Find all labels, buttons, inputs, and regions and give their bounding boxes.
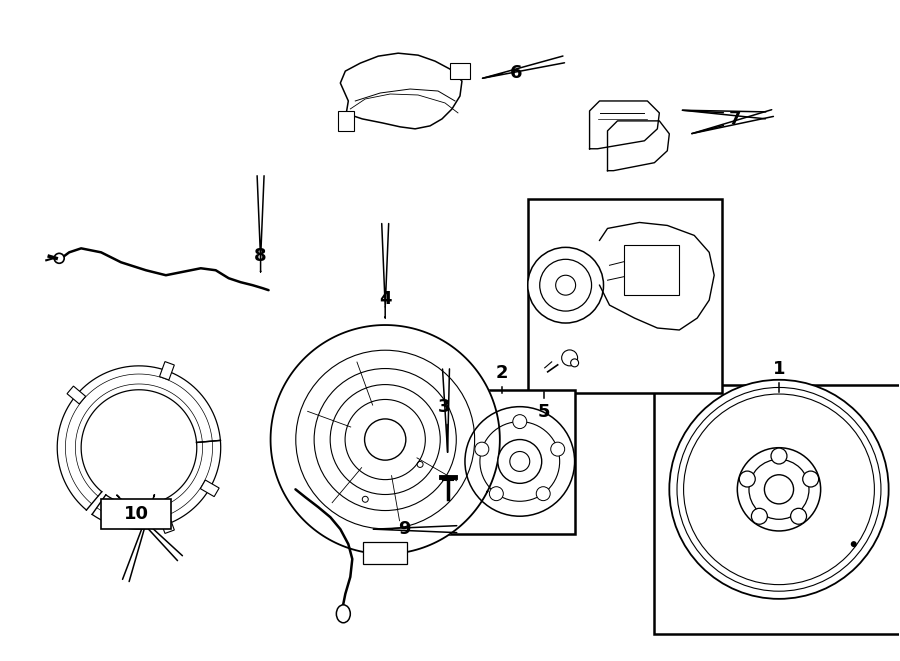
Circle shape <box>737 447 821 531</box>
Circle shape <box>551 442 564 456</box>
Circle shape <box>764 475 794 504</box>
Circle shape <box>790 508 806 524</box>
Bar <box>430 390 574 534</box>
Circle shape <box>771 448 787 464</box>
Text: 3: 3 <box>437 398 450 416</box>
Circle shape <box>527 247 604 323</box>
Circle shape <box>739 471 755 487</box>
Circle shape <box>749 459 809 520</box>
Bar <box>450 63 470 79</box>
Circle shape <box>571 359 579 367</box>
Polygon shape <box>608 121 670 171</box>
Polygon shape <box>271 325 500 554</box>
Circle shape <box>509 451 530 471</box>
Bar <box>364 542 407 564</box>
Bar <box>201 480 220 496</box>
Bar <box>159 515 175 533</box>
Circle shape <box>490 486 503 500</box>
Circle shape <box>465 407 574 516</box>
Circle shape <box>752 508 768 524</box>
Circle shape <box>555 275 576 295</box>
Text: 5: 5 <box>537 403 550 420</box>
Polygon shape <box>340 53 462 129</box>
Text: 10: 10 <box>123 505 148 524</box>
Circle shape <box>670 380 888 599</box>
Circle shape <box>498 440 542 483</box>
Circle shape <box>850 541 857 547</box>
Bar <box>159 362 175 380</box>
Text: 2: 2 <box>496 364 508 382</box>
Text: 4: 4 <box>379 290 392 308</box>
Ellipse shape <box>337 605 350 623</box>
Text: 1: 1 <box>773 360 785 378</box>
Circle shape <box>54 253 64 263</box>
Bar <box>527 198 722 393</box>
Circle shape <box>475 442 489 456</box>
Text: 6: 6 <box>509 64 522 82</box>
Bar <box>338 111 355 131</box>
Circle shape <box>513 414 526 428</box>
Text: 8: 8 <box>255 247 267 265</box>
Text: 9: 9 <box>398 520 410 538</box>
Circle shape <box>364 419 406 460</box>
Polygon shape <box>590 101 660 149</box>
Circle shape <box>562 350 578 366</box>
Bar <box>625 245 680 295</box>
Bar <box>67 386 86 404</box>
Circle shape <box>803 471 819 487</box>
Polygon shape <box>599 223 715 330</box>
Circle shape <box>536 486 550 500</box>
Circle shape <box>540 259 591 311</box>
Text: 7: 7 <box>729 110 742 128</box>
Bar <box>654 385 900 634</box>
Bar <box>101 499 171 529</box>
